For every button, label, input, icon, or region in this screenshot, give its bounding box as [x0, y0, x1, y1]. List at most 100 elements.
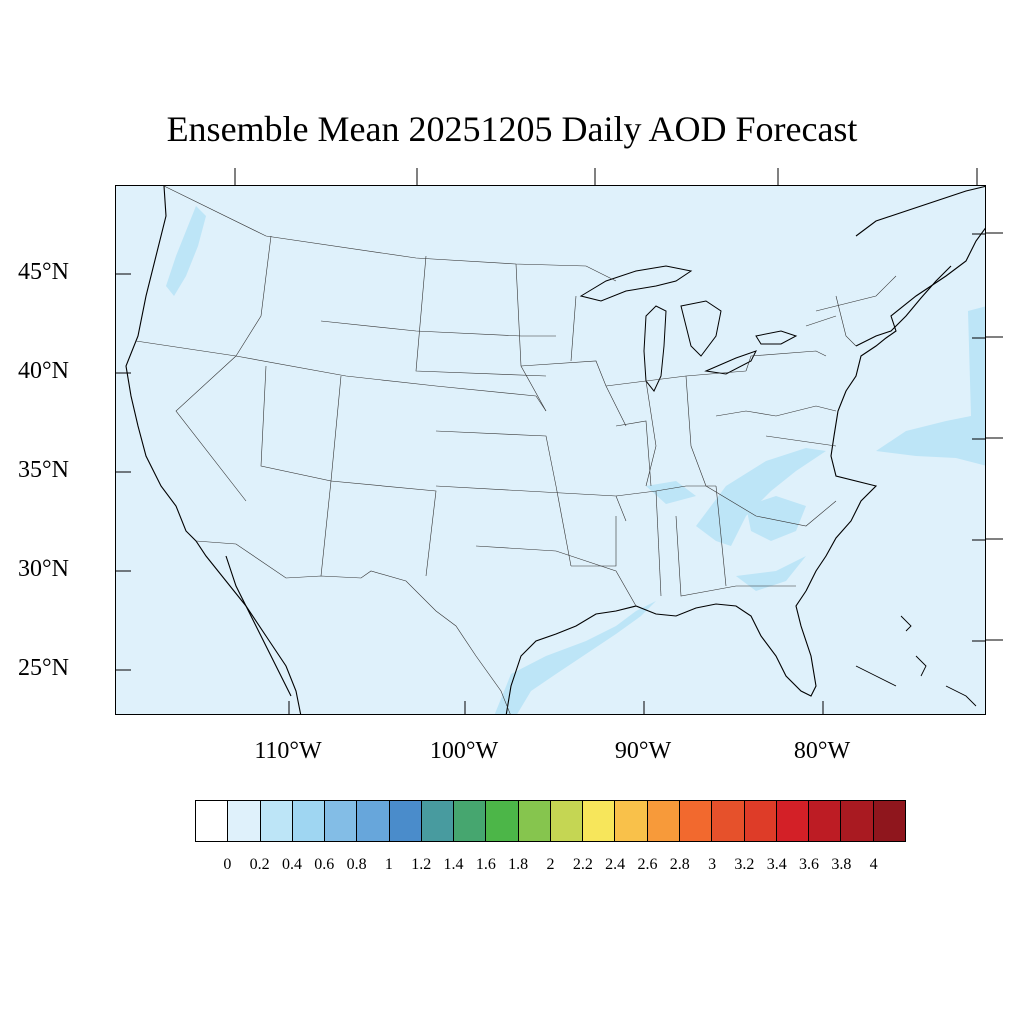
- colorbar-label: 1: [384, 856, 393, 873]
- colorbar-label: 3.6: [799, 856, 820, 873]
- colorbar: [195, 800, 906, 842]
- state-line-26: [765, 435, 837, 447]
- state-line-14: [615, 485, 716, 497]
- colorbar-swatch-10: [518, 801, 551, 841]
- state-line-6: [415, 255, 547, 377]
- lat-label-45n: 45°N: [18, 259, 69, 285]
- state-line-5: [330, 375, 437, 577]
- us-canada-border: [163, 186, 617, 282]
- colorbar-swatch-5: [357, 801, 390, 841]
- colorbar-swatch-13: [615, 801, 648, 841]
- state-line-22: [745, 350, 827, 372]
- border-northeast: [815, 275, 897, 312]
- state-line-29: [570, 295, 577, 362]
- colorbar-swatch-21: [873, 801, 905, 841]
- state-line-16: [615, 420, 652, 487]
- colorbar-swatch-17: [744, 801, 777, 841]
- lat-label-40n: 40°N: [18, 358, 69, 384]
- colorbar-label: 4: [869, 856, 878, 873]
- map-title: Ensemble Mean 20251205 Daily AOD Forecas…: [166, 109, 858, 149]
- colorbar-label: 2: [546, 856, 555, 873]
- aod-plume-carolina: [746, 496, 806, 541]
- colorbar-label: 1.4: [443, 856, 464, 873]
- colorbar-label: 0.2: [249, 856, 270, 873]
- colorbar-swatch-8: [454, 801, 487, 841]
- aod-plume-arkansas: [646, 481, 696, 504]
- colorbar-swatch-20: [841, 801, 874, 841]
- colorbar-swatch-18: [776, 801, 810, 841]
- colorbar-label: 1.6: [475, 856, 496, 873]
- lat-label-25n: 25°N: [18, 655, 69, 681]
- colorbar-swatch-14: [647, 801, 680, 841]
- lake-superior: [579, 265, 693, 302]
- state-line-27: [835, 295, 857, 347]
- colorbar-swatch-0: [196, 801, 229, 841]
- lon-label-110w: 110°W: [254, 738, 322, 764]
- state-line-2: [235, 235, 272, 357]
- lon-label-90w: 90°W: [614, 738, 672, 764]
- state-line-1: [135, 340, 547, 412]
- lon-label-100w: 100°W: [429, 738, 499, 764]
- state-line-10: [520, 360, 627, 427]
- colorbar-label: 2.6: [637, 856, 658, 873]
- lake-huron: [680, 300, 722, 357]
- colorbar-label: 1.2: [411, 856, 432, 873]
- colorbar-swatch-6: [389, 801, 422, 841]
- lat-label-30n: 30°N: [18, 556, 69, 582]
- colorbar-label: 2.2: [572, 856, 593, 873]
- state-line-15: [655, 490, 662, 597]
- florida-keys: [855, 615, 977, 707]
- colorbar-label: 2.4: [605, 856, 626, 873]
- state-line-8: [435, 430, 557, 487]
- state-line-21: [715, 405, 837, 417]
- map-panel: [115, 185, 986, 715]
- lake-ontario: [755, 330, 798, 345]
- coastline-northeast: [855, 265, 952, 347]
- colorbar-label: 0: [223, 856, 232, 873]
- coastlines: [125, 186, 985, 714]
- border-mexico: [195, 540, 511, 714]
- state-line-25: [715, 485, 727, 587]
- colorbar-swatch-1: [228, 801, 261, 841]
- state-line-18: [605, 370, 747, 387]
- colorbar-label: 3.2: [734, 856, 755, 873]
- coastline-west: [125, 186, 302, 714]
- colorbar-label: 0.8: [346, 856, 367, 873]
- state-line-19: [645, 380, 657, 487]
- aod-plume-gulf: [494, 601, 656, 714]
- island-2: [915, 655, 927, 677]
- colorbar-label: 1.8: [508, 856, 529, 873]
- lake-michigan: [643, 305, 667, 392]
- state-line-4: [260, 365, 332, 577]
- colorbar-label: 0.4: [281, 856, 302, 873]
- colorbar-swatch-12: [583, 801, 616, 841]
- colorbar-swatch-7: [421, 801, 455, 841]
- colorbar-label: 3: [708, 856, 717, 873]
- state-line-3: [175, 355, 247, 502]
- colorbar-label: 3.4: [766, 856, 787, 873]
- aod-plume-northwest: [166, 206, 206, 296]
- island-3: [945, 685, 977, 707]
- aod-plume-atlantic-north: [968, 306, 985, 421]
- state-line-17: [571, 516, 617, 567]
- state-line-23: [705, 485, 837, 527]
- aod-plumes: [166, 206, 985, 714]
- aod-plume-southeast: [696, 448, 826, 546]
- colorbar-swatch-19: [809, 801, 842, 841]
- colorbar-swatch-4: [325, 801, 358, 841]
- state-line-13: [555, 485, 572, 567]
- lon-label-80w: 80°W: [793, 738, 851, 764]
- colorbar-swatch-9: [486, 801, 519, 841]
- colorbar-label: 2.8: [669, 856, 690, 873]
- island-4: [900, 615, 912, 632]
- state-line-20: [685, 375, 707, 487]
- colorbar-swatch-3: [292, 801, 326, 841]
- state-line-24: [675, 515, 796, 597]
- colorbar-label: 0.6: [314, 856, 335, 873]
- colorbar-swatch-15: [679, 801, 713, 841]
- colorbar-swatch-11: [550, 801, 584, 841]
- colorbar-swatch-2: [260, 801, 293, 841]
- colorbar-label: 3.8: [831, 856, 852, 873]
- coastline-canada-east: [855, 186, 985, 237]
- colorbar-swatch-16: [712, 801, 745, 841]
